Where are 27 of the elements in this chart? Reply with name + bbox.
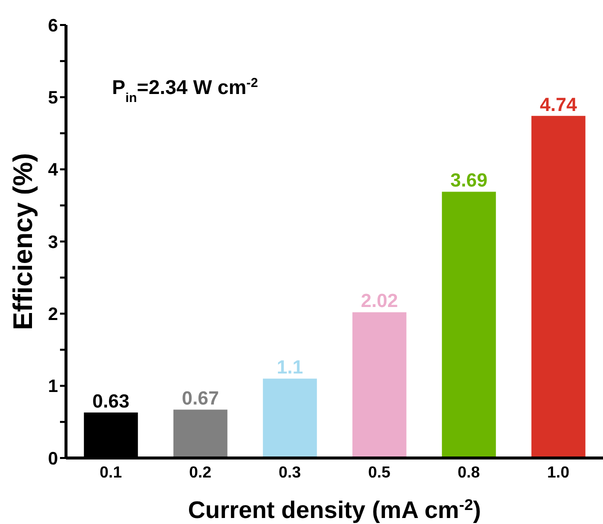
x-tick-label: 0.5 [368, 464, 390, 482]
bar [442, 192, 496, 458]
y-tick-label: 1 [48, 376, 58, 396]
data-label: 0.63 [92, 392, 130, 413]
y-tick-label: 2 [48, 304, 58, 324]
bar [173, 410, 228, 458]
y-tick-label: 0 [48, 448, 58, 468]
bar [262, 378, 317, 458]
y-axis-title: Efficiency (%) [8, 152, 38, 330]
data-label: 3.69 [450, 170, 488, 192]
data-label: 0.67 [182, 388, 219, 410]
data-label: 2.02 [360, 291, 398, 312]
y-tick-label: 4 [48, 160, 58, 180]
bar [531, 116, 586, 458]
y-tick-label: 3 [48, 232, 58, 252]
bar [352, 312, 406, 458]
y-tick-label: 6 [48, 15, 58, 36]
y-tick-label: 5 [48, 88, 58, 108]
x-tick-label: 0.2 [189, 464, 212, 482]
x-tick-label: 1.0 [547, 464, 570, 482]
x-axis-title: Current density (mA cm$^{-2}$) [188, 496, 482, 524]
x-tick-label: 0.3 [278, 464, 301, 482]
x-tick-label: 0.1 [100, 464, 122, 482]
x-tick-label: 0.8 [458, 464, 480, 482]
data-label: 1.1 [276, 358, 304, 379]
data-label: 4.74 [540, 94, 578, 116]
annotation: P$_{in}$=2.34 W cm$^{-2}$ [112, 74, 258, 104]
